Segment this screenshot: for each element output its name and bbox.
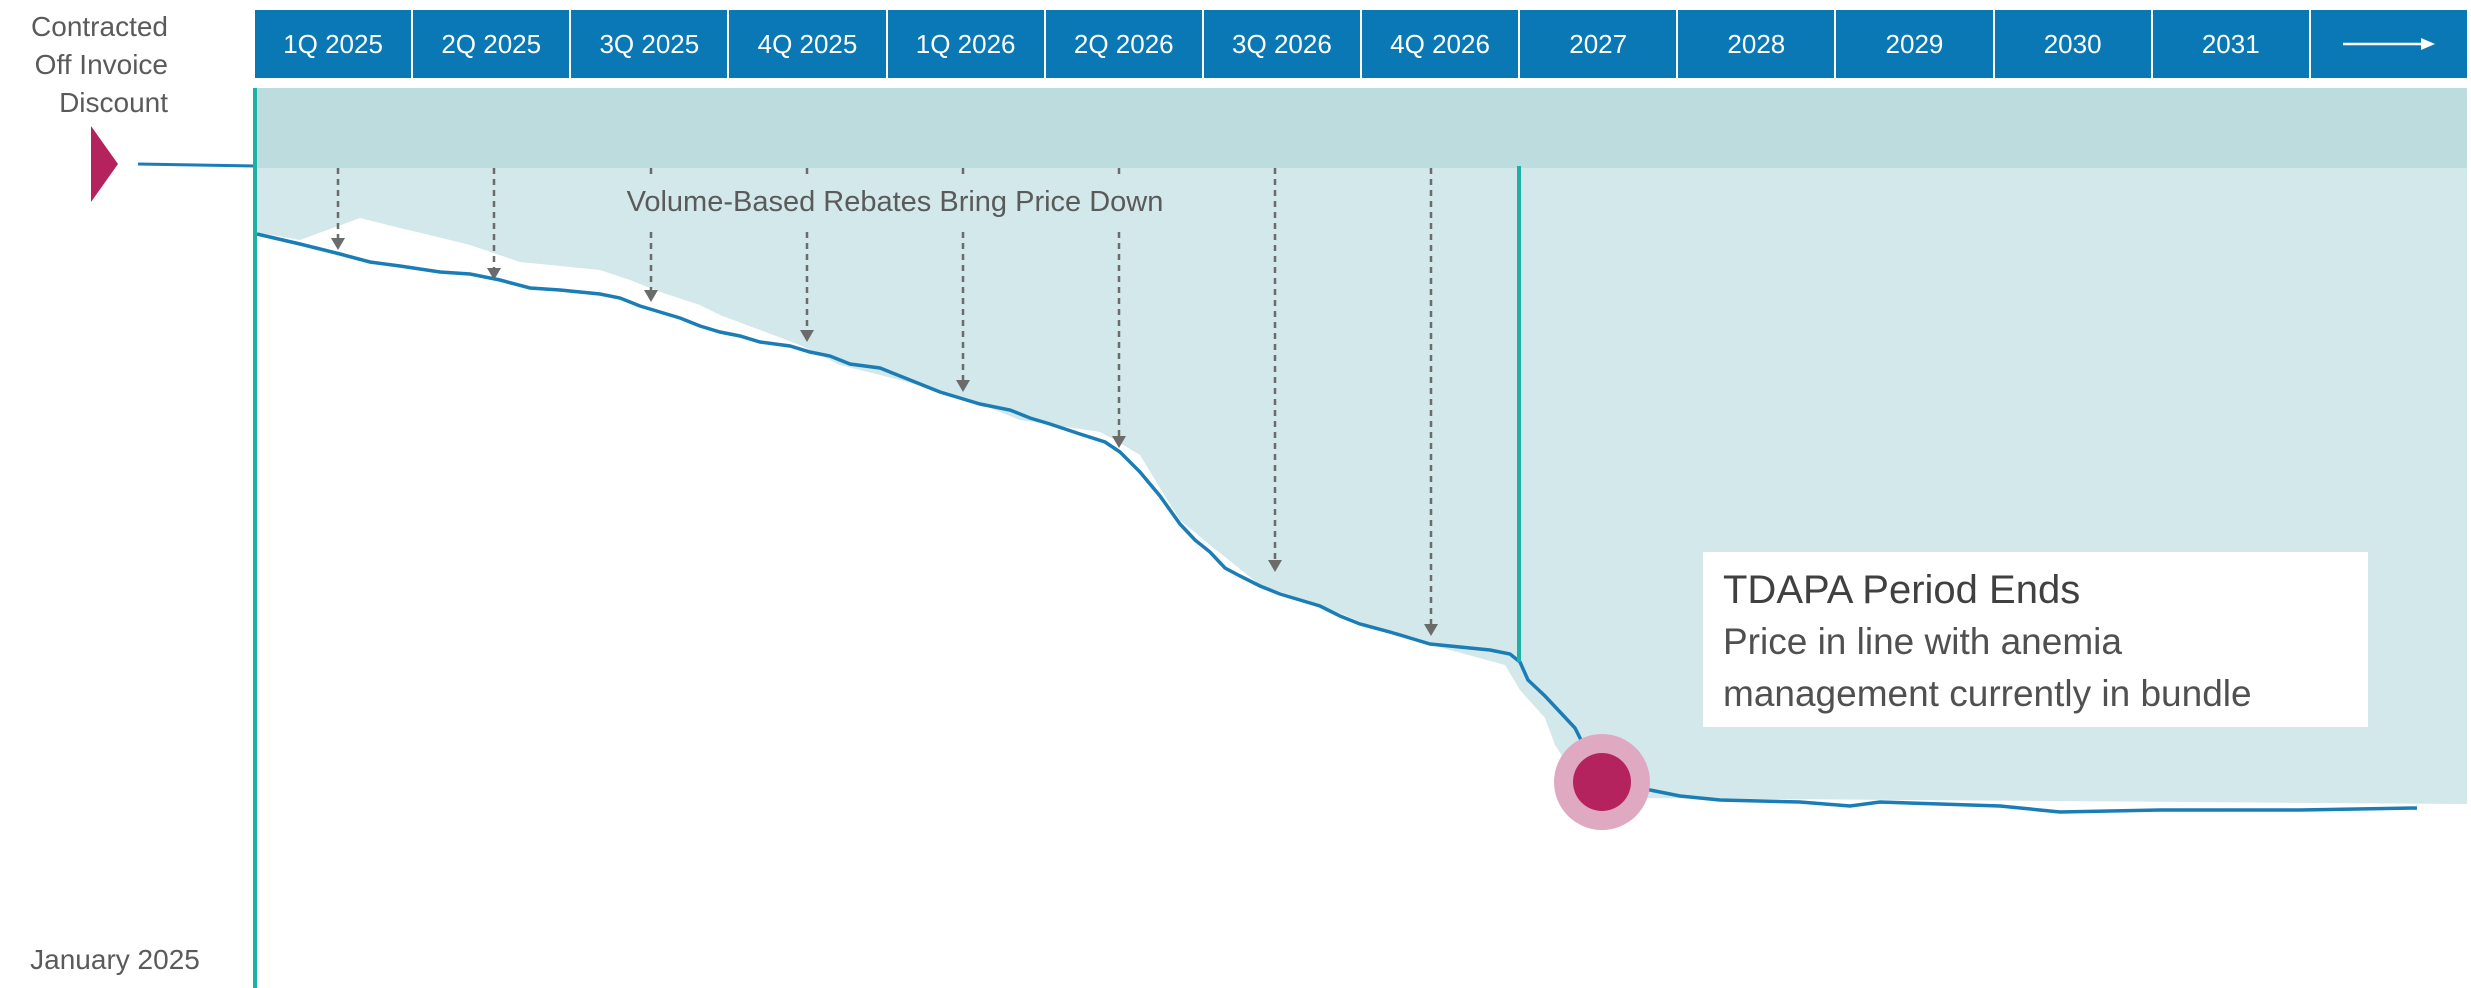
timeline-header: 1Q 2025 2Q 2025 3Q 2025 4Q 2025 1Q 2026 … [255, 10, 2467, 78]
tdapa-callout: TDAPA Period Ends Price in line with ane… [1703, 552, 2368, 727]
pre-start-price-line [137, 162, 256, 168]
period-3q-2025: 3Q 2025 [571, 10, 730, 78]
period-4q-2025: 4Q 2025 [729, 10, 888, 78]
tdapa-marker-dot [1573, 753, 1631, 811]
rebates-label: Volume-Based Rebates Bring Price Down [610, 186, 1180, 219]
period-2031: 2031 [2152, 10, 2311, 78]
rebate-arrowheads [331, 238, 1438, 636]
contracted-discount-label: Contracted Off Invoice Discount [31, 11, 168, 118]
period-2028: 2028 [1678, 10, 1837, 78]
period-4q-2026: 4Q 2026 [1361, 10, 1521, 78]
timeline-continuation [2310, 10, 2467, 78]
period-3q-2026: 3Q 2026 [1203, 10, 1362, 78]
callout-text: Price in line with anemia management cur… [1723, 621, 2252, 714]
period-2q-2026: 2Q 2026 [1045, 10, 1204, 78]
period-1q-2026: 1Q 2026 [887, 10, 1046, 78]
contracted-band [257, 88, 2467, 168]
start-date-label: January 2025 [30, 944, 200, 975]
callout-title: TDAPA Period Ends [1723, 568, 2081, 612]
period-2030: 2030 [1994, 10, 2153, 78]
period-1q-2025: 1Q 2025 [255, 10, 414, 78]
period-2q-2025: 2Q 2025 [413, 10, 572, 78]
period-2029: 2029 [1836, 10, 1995, 78]
rebate-arrows [336, 168, 1433, 626]
discount-triangle-icon [91, 126, 118, 202]
right-arrow-icon [2342, 38, 2435, 50]
period-2027: 2027 [1520, 10, 1679, 78]
